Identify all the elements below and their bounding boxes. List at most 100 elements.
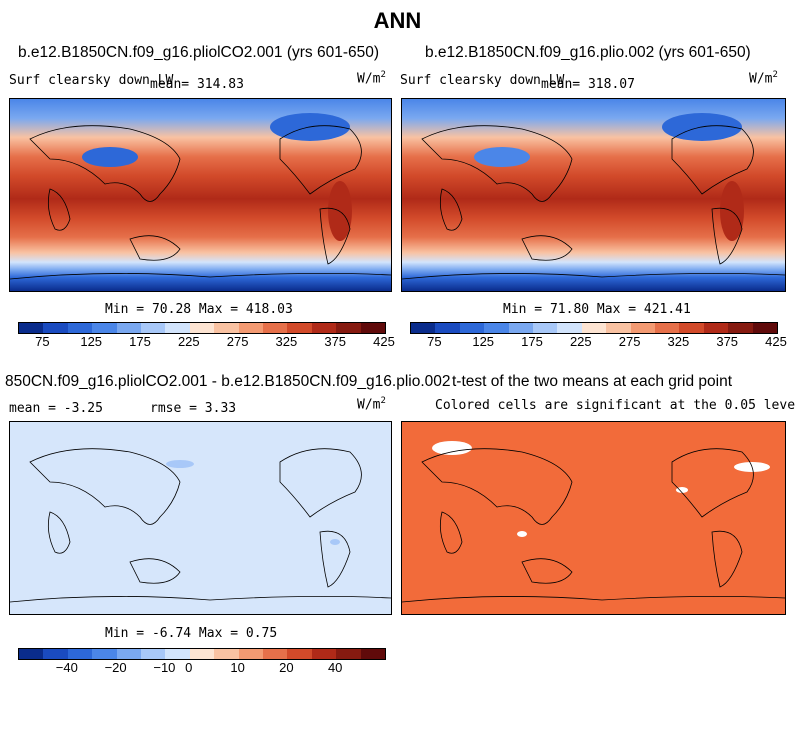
colorbar-swatch bbox=[67, 649, 93, 659]
panel3-title: 850CN.f09_g16.pliolCO2.001 - b.e12.B1850… bbox=[5, 373, 451, 390]
colorbar-panel3 bbox=[18, 648, 386, 660]
colorbar-swatch bbox=[360, 649, 386, 659]
colorbar-swatch bbox=[116, 323, 142, 333]
panel1-variable: Surf clearsky down LW bbox=[9, 73, 174, 88]
colorbar-swatch bbox=[655, 323, 680, 333]
colorbar-swatch bbox=[189, 649, 215, 659]
colorbar-tick-label: 125 bbox=[472, 334, 495, 349]
colorbar-swatch bbox=[43, 323, 68, 333]
colorbar-swatch bbox=[459, 323, 485, 333]
map-panel3-field bbox=[10, 422, 391, 614]
map-panel4 bbox=[401, 421, 786, 615]
colorbar-swatch bbox=[411, 323, 436, 333]
colorbar-tick-label: 325 bbox=[667, 334, 690, 349]
colorbar-swatch bbox=[67, 323, 93, 333]
colorbar-tick-label: 425 bbox=[373, 334, 395, 349]
panel1-mean: mean= 314.83 bbox=[150, 77, 244, 92]
colorbar-swatch bbox=[141, 649, 166, 659]
panel4-title: t-test of the two means at each grid poi… bbox=[452, 373, 733, 390]
colorbar-tick-label: 275 bbox=[226, 334, 249, 349]
panel2-units: W/m2 bbox=[749, 70, 778, 87]
colorbar-swatch bbox=[19, 649, 44, 659]
colorbar-swatch bbox=[752, 323, 778, 333]
colorbar-swatch bbox=[336, 649, 361, 659]
colorbar-tick-label: −40 bbox=[55, 660, 78, 675]
colorbar-swatch bbox=[263, 649, 288, 659]
colorbar-swatch bbox=[189, 323, 215, 333]
colorbar-swatch bbox=[263, 323, 288, 333]
colorbar-panel2 bbox=[410, 322, 778, 334]
panel1-title: b.e12.B1850CN.f09_g16.pliolCO2.001 (yrs … bbox=[18, 44, 380, 61]
map-panel3 bbox=[9, 421, 392, 615]
colorbar-swatch bbox=[484, 323, 509, 333]
colorbar-tick-label: 0 bbox=[185, 660, 193, 675]
colorbar-swatch bbox=[703, 323, 729, 333]
colorbar-swatch bbox=[630, 323, 656, 333]
colorbar-tick-label: 225 bbox=[177, 334, 200, 349]
colorbar-swatch bbox=[287, 323, 312, 333]
colorbar-swatch bbox=[311, 323, 337, 333]
panel1-units: W/m2 bbox=[357, 70, 386, 87]
colorbar-swatch bbox=[165, 649, 190, 659]
colorbar-panel1 bbox=[18, 322, 386, 334]
colorbar-swatch bbox=[116, 649, 142, 659]
colorbar-tick-label: 10 bbox=[230, 660, 245, 675]
map-panel1 bbox=[9, 98, 392, 292]
colorbar-tick-label: 125 bbox=[80, 334, 103, 349]
colorbar-swatch bbox=[165, 323, 190, 333]
colorbar-swatch bbox=[311, 649, 337, 659]
panel2-variable: Surf clearsky down LW bbox=[400, 73, 565, 88]
panel3-stats: Min = -6.74 Max = 0.75 bbox=[105, 626, 278, 641]
map-panel1-field bbox=[10, 99, 391, 291]
colorbar-swatch bbox=[606, 323, 631, 333]
colorbar-swatch bbox=[238, 323, 264, 333]
colorbar-swatch bbox=[214, 649, 239, 659]
colorbar-panel1-ticks: 75 125 175 225 275 325 375 425 bbox=[18, 334, 395, 350]
colorbar-panel2-ticks: 75 125 175 225 275 325 375 425 bbox=[410, 334, 787, 350]
colorbar-tick-label: 275 bbox=[618, 334, 641, 349]
colorbar-tick-label: 375 bbox=[716, 334, 739, 349]
panel3-mean: mean = -3.25 bbox=[9, 401, 103, 416]
colorbar-tick-label: 20 bbox=[279, 660, 294, 675]
colorbar-swatch bbox=[238, 649, 264, 659]
map-panel4-field bbox=[402, 422, 785, 614]
panel2-mean: mean= 318.07 bbox=[541, 77, 635, 92]
colorbar-swatch bbox=[360, 323, 386, 333]
colorbar-tick-label: 375 bbox=[324, 334, 347, 349]
colorbar-swatch bbox=[508, 323, 534, 333]
colorbar-swatch bbox=[533, 323, 558, 333]
map-panel2-field bbox=[402, 99, 785, 291]
colorbar-swatch bbox=[92, 323, 117, 333]
panel2-title: b.e12.B1850CN.f09_g16.plio.002 (yrs 601-… bbox=[425, 44, 751, 61]
colorbar-swatch bbox=[435, 323, 460, 333]
panel3-units: W/m2 bbox=[357, 396, 386, 413]
map-panel2 bbox=[401, 98, 786, 292]
colorbar-swatch bbox=[728, 323, 753, 333]
colorbar-tick-label: 325 bbox=[275, 334, 298, 349]
colorbar-tick-label: 75 bbox=[427, 334, 442, 349]
colorbar-panel3-ticks: −40 −20 −10 0 10 20 40 bbox=[18, 660, 384, 676]
colorbar-swatch bbox=[581, 323, 607, 333]
page-title: ANN bbox=[373, 8, 422, 33]
colorbar-swatch bbox=[287, 649, 312, 659]
panel1-stats: Min = 70.28 Max = 418.03 bbox=[105, 302, 293, 317]
colorbar-tick-label: 425 bbox=[765, 334, 787, 349]
panel2-stats: Min = 71.80 Max = 421.41 bbox=[503, 302, 691, 317]
colorbar-tick-label: 225 bbox=[569, 334, 592, 349]
colorbar-swatch bbox=[141, 323, 166, 333]
colorbar-swatch bbox=[214, 323, 239, 333]
panel3-rmse: rmse = 3.33 bbox=[150, 401, 237, 416]
colorbar-tick-label: 40 bbox=[327, 660, 343, 675]
colorbar-tick-label: −10 bbox=[153, 660, 176, 675]
colorbar-swatch bbox=[92, 649, 117, 659]
colorbar-swatch bbox=[43, 649, 68, 659]
colorbar-tick-label: 175 bbox=[129, 334, 151, 349]
colorbar-tick-label: 175 bbox=[521, 334, 543, 349]
colorbar-swatch bbox=[336, 323, 361, 333]
colorbar-tick-label: 75 bbox=[35, 334, 50, 349]
colorbar-tick-label: −20 bbox=[104, 660, 127, 675]
colorbar-swatch bbox=[19, 323, 44, 333]
panel4-subtitle: Colored cells are significant at the 0.0… bbox=[435, 398, 795, 413]
colorbar-swatch bbox=[557, 323, 582, 333]
colorbar-swatch bbox=[679, 323, 704, 333]
